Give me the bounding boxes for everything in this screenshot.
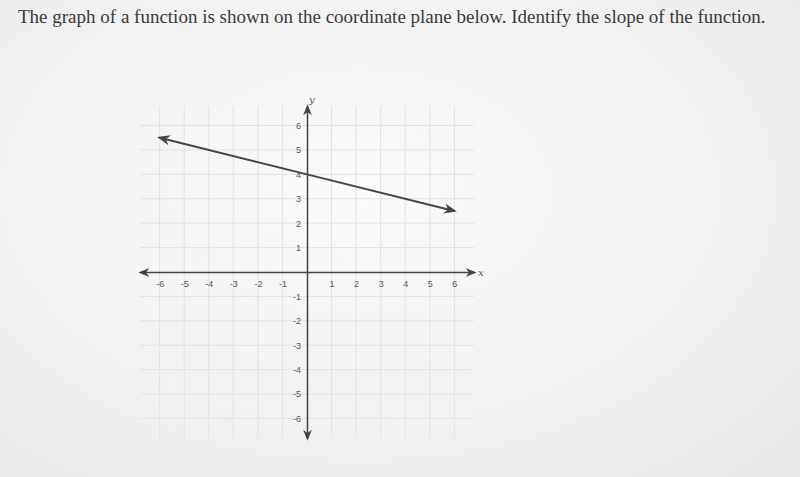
tick-label: -6 (293, 414, 301, 424)
axis-line (307, 107, 309, 439)
tick-label: -1 (293, 292, 301, 302)
tick-label: 6 (296, 121, 301, 131)
question-text: The graph of a function is shown on the … (18, 4, 788, 29)
tick: 3 (296, 194, 307, 204)
tick-label: -2 (254, 279, 262, 289)
tick-label: 2 (354, 279, 359, 289)
function-line (160, 138, 455, 211)
tick-label: 1 (330, 279, 335, 289)
tick: 5 (428, 272, 433, 289)
tick-label: 3 (379, 279, 384, 289)
chart: -6-5-4-3-2-1123456-6-5-4-3-2-1123456xy (0, 0, 800, 477)
tick-label: -3 (230, 279, 238, 289)
tick-label: -6 (156, 279, 164, 289)
tick: 6 (296, 121, 307, 131)
tick-label: 5 (428, 279, 433, 289)
tick-label: 1 (296, 243, 301, 253)
tick-label: -5 (293, 389, 301, 399)
y-axis: -6-5-4-3-2-1123456 (293, 107, 308, 439)
y-axis-label: y (308, 94, 315, 105)
tick: -1 (293, 292, 307, 302)
grid (140, 106, 474, 438)
tick-label: -5 (181, 279, 189, 289)
tick: -3 (293, 341, 307, 351)
plot-area (160, 138, 455, 211)
tick: -6 (156, 272, 164, 289)
tick-label: 6 (452, 279, 457, 289)
tick: -5 (181, 272, 189, 289)
tick: -2 (293, 316, 307, 326)
tick: 2 (296, 219, 307, 229)
tick: 2 (354, 272, 359, 289)
tick-label: -4 (293, 365, 301, 375)
tick-label: -3 (293, 341, 301, 351)
tick-label: 3 (296, 194, 301, 204)
tick-label: 5 (296, 145, 301, 155)
tick-label: 4 (403, 279, 408, 289)
tick-label: -2 (293, 316, 301, 326)
tick: -4 (205, 272, 213, 289)
tick: 6 (452, 272, 457, 289)
tick: 1 (296, 243, 307, 253)
tick: 3 (379, 272, 384, 289)
tick: -3 (230, 272, 238, 289)
tick: -2 (254, 272, 262, 289)
tick: -1 (279, 272, 287, 289)
tick: 4 (403, 272, 408, 289)
tick-label: -1 (279, 279, 287, 289)
tick-label: -4 (205, 279, 213, 289)
tick: 5 (296, 145, 307, 155)
tick-label: 2 (296, 219, 301, 229)
tick: -6 (293, 414, 307, 424)
tick: -4 (293, 365, 307, 375)
tick: -5 (293, 389, 307, 399)
x-axis-label: x (478, 267, 484, 278)
tick: 1 (330, 272, 335, 289)
